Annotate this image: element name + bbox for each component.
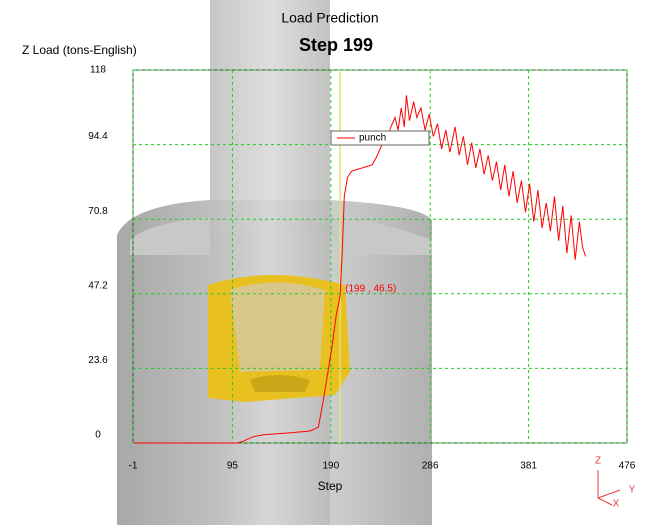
x-tick-label: 286 (422, 461, 439, 472)
x-tick-label: 476 (619, 461, 636, 472)
background-render (117, 0, 432, 525)
y-tick-label: 94.4 (88, 131, 108, 142)
x-tick-label: 381 (520, 461, 537, 472)
triad-label: Z (595, 456, 601, 467)
x-tick-label: 190 (322, 461, 339, 472)
y-tick-label: 23.6 (88, 355, 108, 366)
chart-title: Load Prediction (281, 10, 378, 26)
legend-label: punch (359, 133, 386, 144)
y-axis-label: Z Load (tons-English) (22, 43, 137, 57)
y-tick-label: 0 (95, 430, 101, 441)
triad-label: X (613, 499, 620, 510)
x-tick-label: -1 (129, 461, 138, 472)
x-tick-label: 95 (227, 461, 239, 472)
triad-label: Y (629, 485, 636, 496)
y-tick-label: 70.8 (88, 206, 108, 217)
data-line (134, 95, 587, 444)
annotation-label: (199 , 46.5) (345, 284, 396, 295)
x-axis-label: Step (318, 479, 343, 493)
legend-box (330, 130, 430, 146)
y-tick-label: 47.2 (88, 280, 108, 291)
chart-subtitle: Step 199 (299, 35, 373, 55)
axis-triad (597, 470, 621, 506)
y-tick-label: 118 (90, 65, 106, 76)
